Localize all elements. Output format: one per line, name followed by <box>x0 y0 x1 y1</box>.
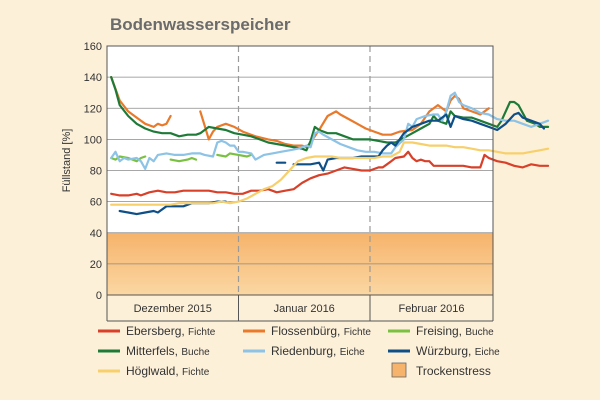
legend-stress-label: Trockenstress <box>416 364 491 378</box>
y-tick-label: 60 <box>90 197 102 209</box>
legend-species: Buche <box>181 347 210 358</box>
plot-area: 0 20 40 60 80 100 120 140 160 Füllstand [%] Dezemb… <box>61 41 550 322</box>
series-line-freising <box>110 155 147 163</box>
series-line-mitterfels <box>110 76 550 152</box>
legend-label: Riedenburg, Eiche <box>271 344 365 358</box>
legend-species: Fichte <box>182 367 210 378</box>
x-month-label: Januar 2016 <box>274 303 335 315</box>
y-axis-label: Füllstand [%] <box>61 129 73 193</box>
legend-species: Fichte <box>188 327 216 338</box>
series-line-flossenbrg <box>110 76 172 128</box>
series-line-hglwald <box>110 141 550 206</box>
legend-site: Flossenbürg, <box>271 324 344 338</box>
y-tick-label: 160 <box>84 41 102 53</box>
chart-title: Bodenwasserspeicher <box>110 15 291 34</box>
y-tick-label: 120 <box>84 103 102 115</box>
x-month-label: Dezember 2015 <box>134 303 212 315</box>
plot-frame <box>106 45 494 296</box>
legend-site: Höglwald, <box>126 364 182 378</box>
y-tick-label: 100 <box>84 134 102 146</box>
y-tick-label: 40 <box>90 228 102 240</box>
legend-label: Höglwald, Fichte <box>126 364 210 378</box>
legend-label: Freising, Buche <box>416 324 494 338</box>
legend-label: Ebersberg, Fichte <box>126 324 216 338</box>
legend-species: Eiche <box>475 347 500 358</box>
legend-site: Freising, <box>416 324 465 338</box>
legend-label: Würzburg, Eiche <box>416 344 500 358</box>
legend-site: Würzburg, <box>416 344 475 358</box>
x-month-label: Februar 2016 <box>398 303 464 315</box>
series-line-freising <box>216 152 253 158</box>
y-tick-label: 80 <box>90 166 102 178</box>
legend-site: Mitterfels, <box>126 344 181 358</box>
legend-site: Riedenburg, <box>271 344 340 358</box>
y-tick-label: 0 <box>96 290 102 302</box>
legend: Ebersberg, Fichte Flossenbürg, Fichte Frei… <box>98 324 500 378</box>
legend-site: Ebersberg, <box>126 324 188 338</box>
series-line-ebersberg <box>110 150 550 197</box>
legend-species: Buche <box>465 327 494 338</box>
y-tick-label: 20 <box>90 259 102 271</box>
series-line-riedenburg <box>110 91 550 170</box>
legend-species: Eiche <box>340 347 365 358</box>
legend-stress-swatch <box>391 362 407 378</box>
legend-label: Mitterfels, Buche <box>126 344 210 358</box>
legend-label: Flossenbürg, Fichte <box>271 324 371 338</box>
series-line-freising <box>169 156 198 163</box>
y-tick-label: 140 <box>84 72 102 84</box>
legend-species: Fichte <box>344 327 372 338</box>
